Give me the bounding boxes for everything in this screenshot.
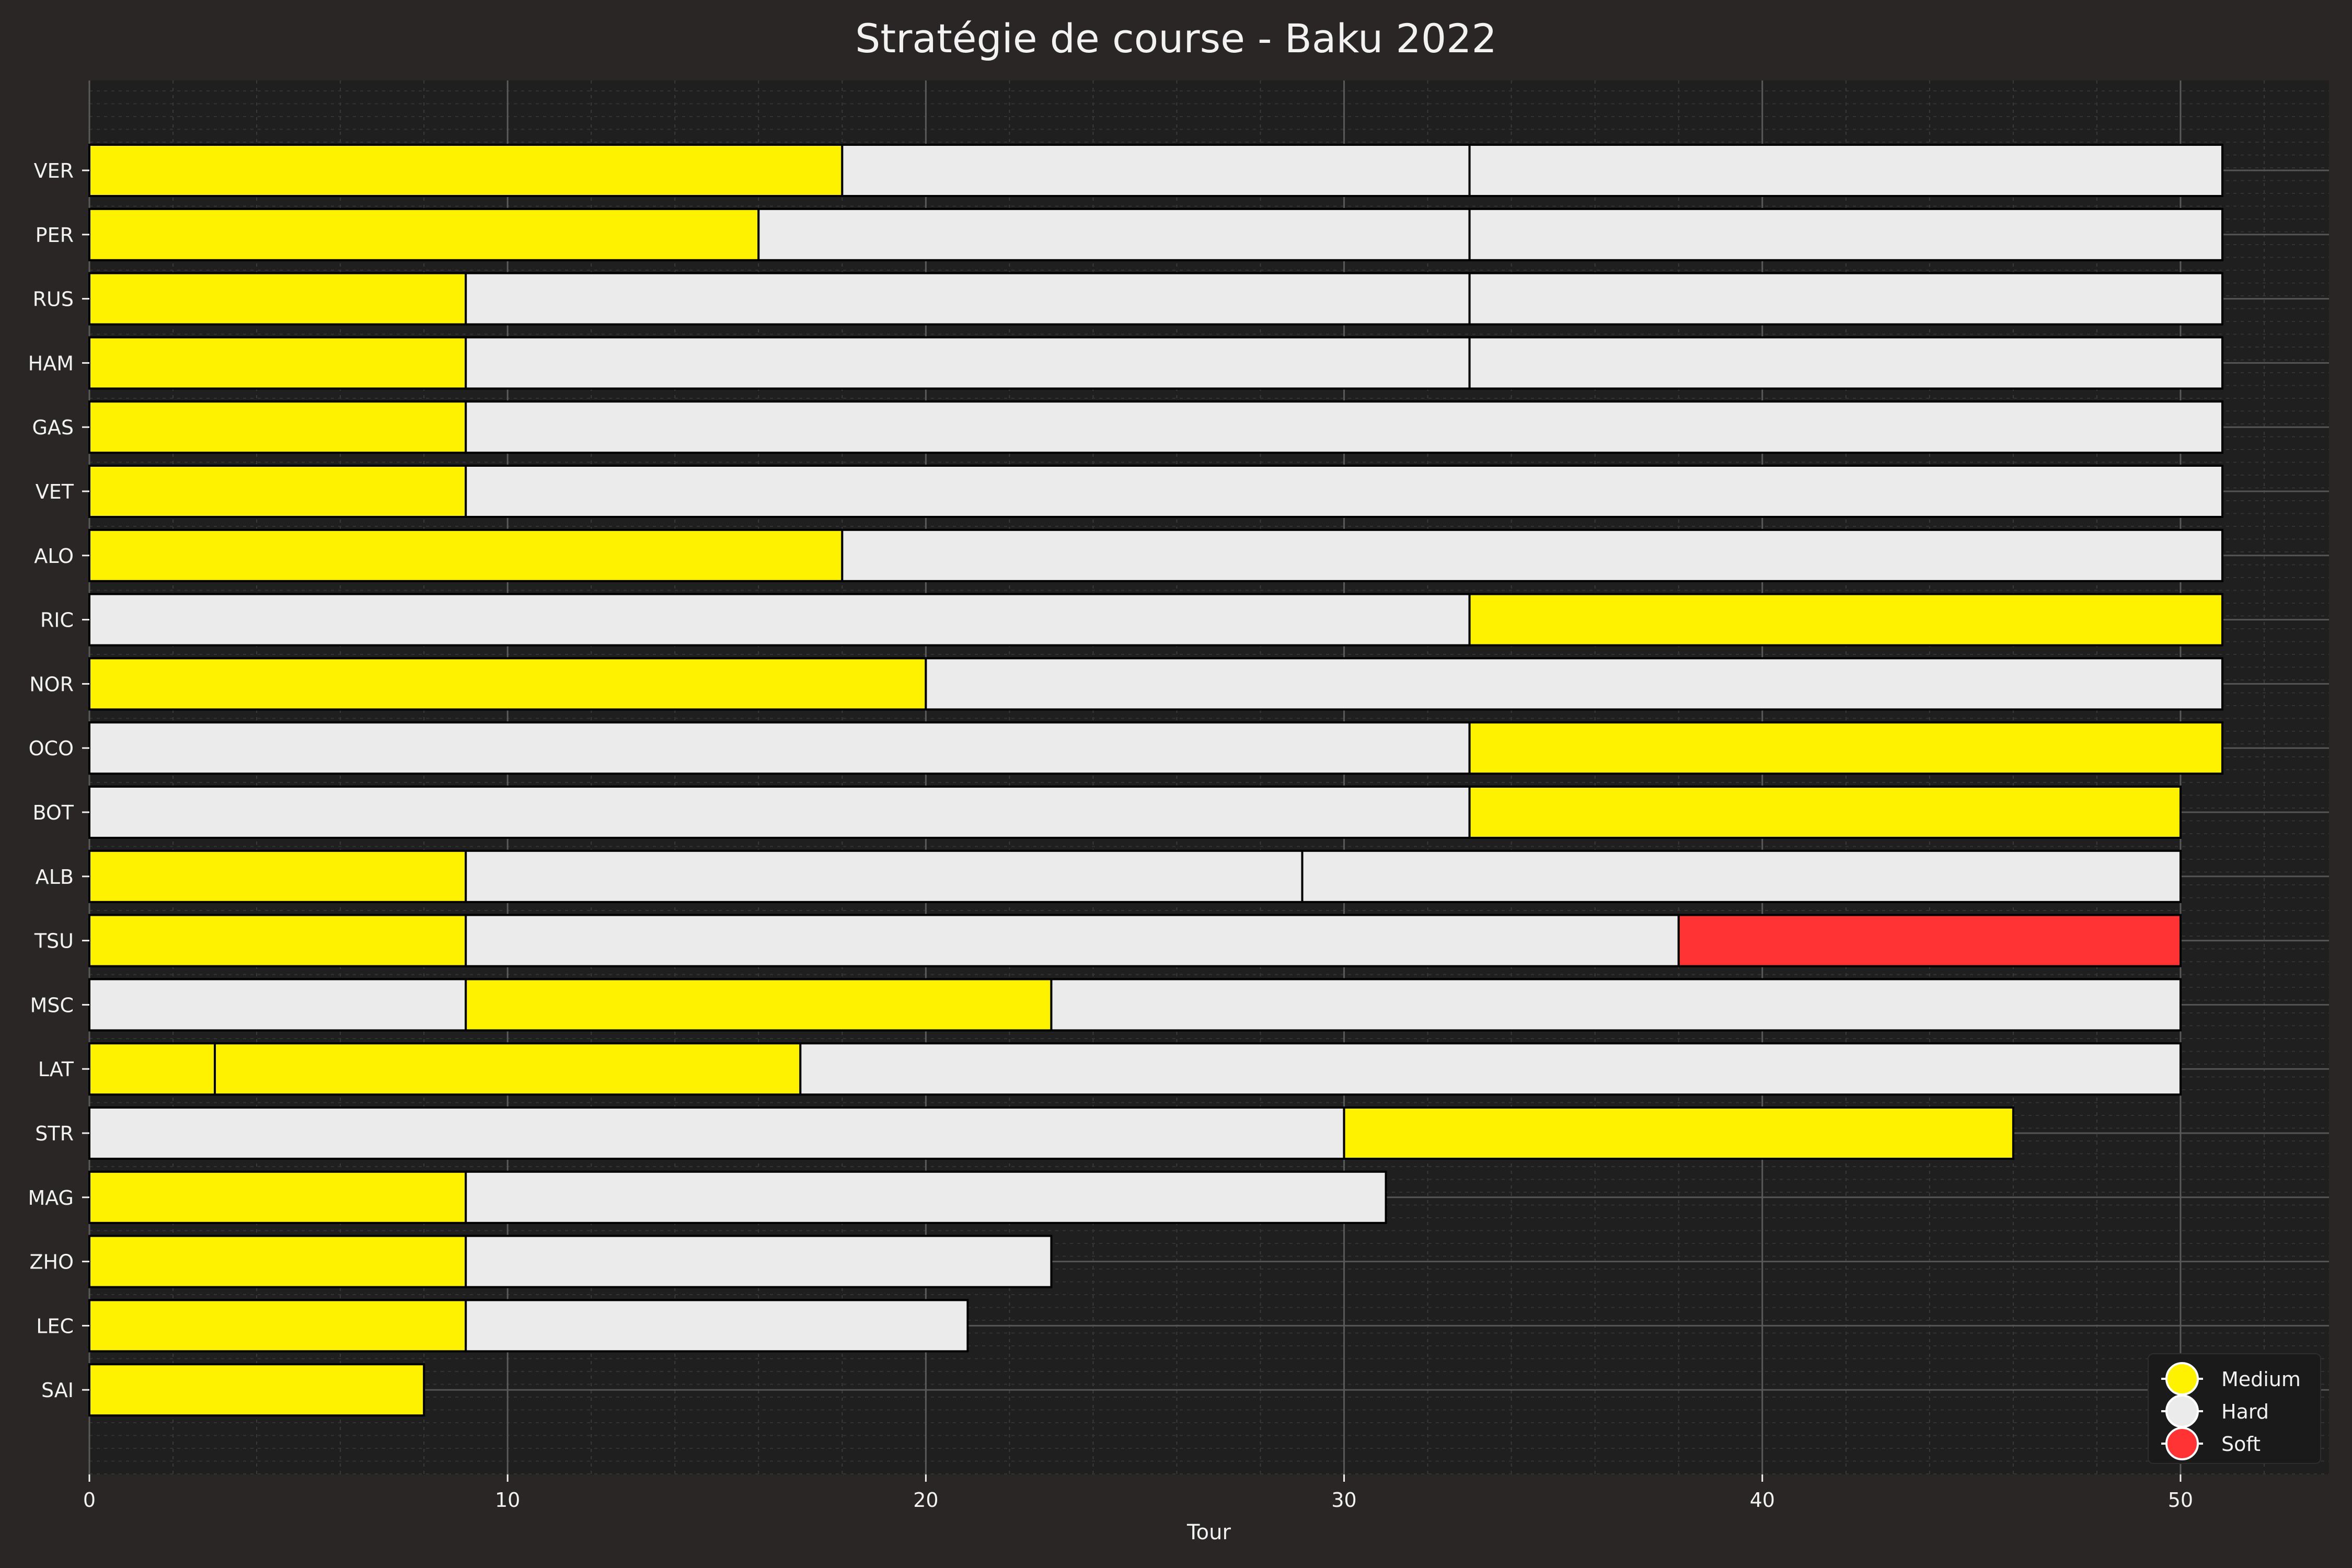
bars <box>88 144 2223 1417</box>
stint-bar-ham <box>88 336 467 390</box>
driver-label-msc: MSC <box>30 994 74 1017</box>
stint-bar-per <box>88 207 760 261</box>
legend-label-medium: Medium <box>2221 1368 2301 1391</box>
x-tick-label: 40 <box>1750 1489 1775 1512</box>
driver-label-zho: ZHO <box>29 1251 74 1274</box>
stint-bar-ric <box>88 593 1471 647</box>
driver-label-ver: VER <box>34 159 74 182</box>
stint-bar-msc <box>465 978 1053 1032</box>
stint-bar-ver <box>841 144 1471 197</box>
chart-title: Stratégie de course - Baku 2022 <box>855 15 1497 62</box>
driver-label-ric: RIC <box>40 609 74 632</box>
stint-bar-tsu <box>1677 914 2182 967</box>
stint-bar-alo <box>88 528 844 582</box>
stint-bar-msc <box>1050 978 2182 1032</box>
stint-bar-gas <box>88 400 467 454</box>
legend-marker-hard <box>2165 1394 2199 1428</box>
legend-marker-medium <box>2165 1362 2199 1396</box>
stint-bar-rus <box>1468 272 2223 326</box>
x-tick-label: 30 <box>1331 1489 1356 1512</box>
stint-bar-tsu <box>88 914 467 967</box>
driver-label-oco: OCO <box>29 737 74 760</box>
stint-bar-ham <box>465 336 1471 390</box>
stint-bar-ver <box>1468 144 2223 197</box>
stint-bar-mag <box>88 1170 467 1224</box>
stint-bar-alb <box>1301 849 2182 903</box>
stint-bar-gas <box>465 400 2223 454</box>
driver-label-nor: NOR <box>29 673 74 696</box>
stint-bar-alb <box>88 849 467 903</box>
x-tick-label: 0 <box>83 1489 96 1512</box>
stint-bar-lat <box>88 1042 216 1096</box>
driver-label-bot: BOT <box>32 801 74 824</box>
driver-label-str: STR <box>35 1122 74 1145</box>
driver-label-alo: ALO <box>34 545 74 568</box>
driver-label-per: PER <box>36 224 74 247</box>
driver-label-ham: HAM <box>28 352 74 375</box>
stint-bar-sai <box>88 1363 425 1417</box>
driver-label-lat: LAT <box>38 1058 74 1081</box>
legend-marker-soft <box>2165 1427 2199 1460</box>
driver-label-rus: RUS <box>33 288 74 311</box>
x-tick-label: 10 <box>495 1489 520 1512</box>
stint-bar-nor <box>88 657 927 711</box>
stint-bar-alo <box>841 528 2223 582</box>
x-axis-label: Tour <box>1186 1520 1231 1544</box>
driver-label-vet: VET <box>36 480 74 503</box>
stint-bar-msc <box>88 978 467 1032</box>
stint-bar-ver <box>88 144 844 197</box>
legend-label-soft: Soft <box>2221 1433 2261 1456</box>
stint-bar-per <box>1468 207 2223 261</box>
stint-bar-ric <box>1468 593 2223 647</box>
stint-bar-ham <box>1468 336 2223 390</box>
x-tick-label: 20 <box>913 1489 938 1512</box>
driver-label-lec: LEC <box>36 1315 74 1338</box>
stint-bar-tsu <box>465 914 1680 967</box>
stint-bar-rus <box>465 272 1471 326</box>
stint-bar-vet <box>465 465 2223 518</box>
stint-bar-bot <box>1468 786 2182 839</box>
stint-bar-bot <box>88 786 1471 839</box>
driver-label-tsu: TSU <box>34 930 74 953</box>
legend-label-hard: Hard <box>2221 1400 2269 1423</box>
stint-bar-per <box>757 207 1471 261</box>
driver-label-mag: MAG <box>28 1186 74 1209</box>
axes: 0 10 20 30 40 50 VER PER RUS HAM GAS VET ALO RIC NOR OC… <box>28 159 2193 1512</box>
stint-bar-rus <box>88 272 467 326</box>
stint-bar-str <box>88 1106 1345 1160</box>
stint-bar-zho <box>88 1235 467 1288</box>
stint-bar-lec <box>465 1299 969 1353</box>
legend: Medium Hard Soft <box>2148 1353 2321 1464</box>
stint-bar-nor <box>925 657 2223 711</box>
driver-label-sai: SAI <box>41 1379 74 1402</box>
stint-bar-lat <box>214 1042 802 1096</box>
stint-bar-vet <box>88 465 467 518</box>
stint-bar-oco <box>88 721 1471 775</box>
stint-bar-mag <box>465 1170 1387 1224</box>
stint-bar-alb <box>465 849 1304 903</box>
stint-bar-oco <box>1468 721 2223 775</box>
stint-bar-str <box>1343 1106 2014 1160</box>
driver-label-gas: GAS <box>32 416 74 439</box>
stint-bar-lec <box>88 1299 467 1353</box>
stint-bar-lat <box>799 1042 2182 1096</box>
driver-label-alb: ALB <box>36 866 74 889</box>
x-tick-label: 50 <box>2168 1489 2193 1512</box>
stint-bar-zho <box>465 1235 1053 1288</box>
